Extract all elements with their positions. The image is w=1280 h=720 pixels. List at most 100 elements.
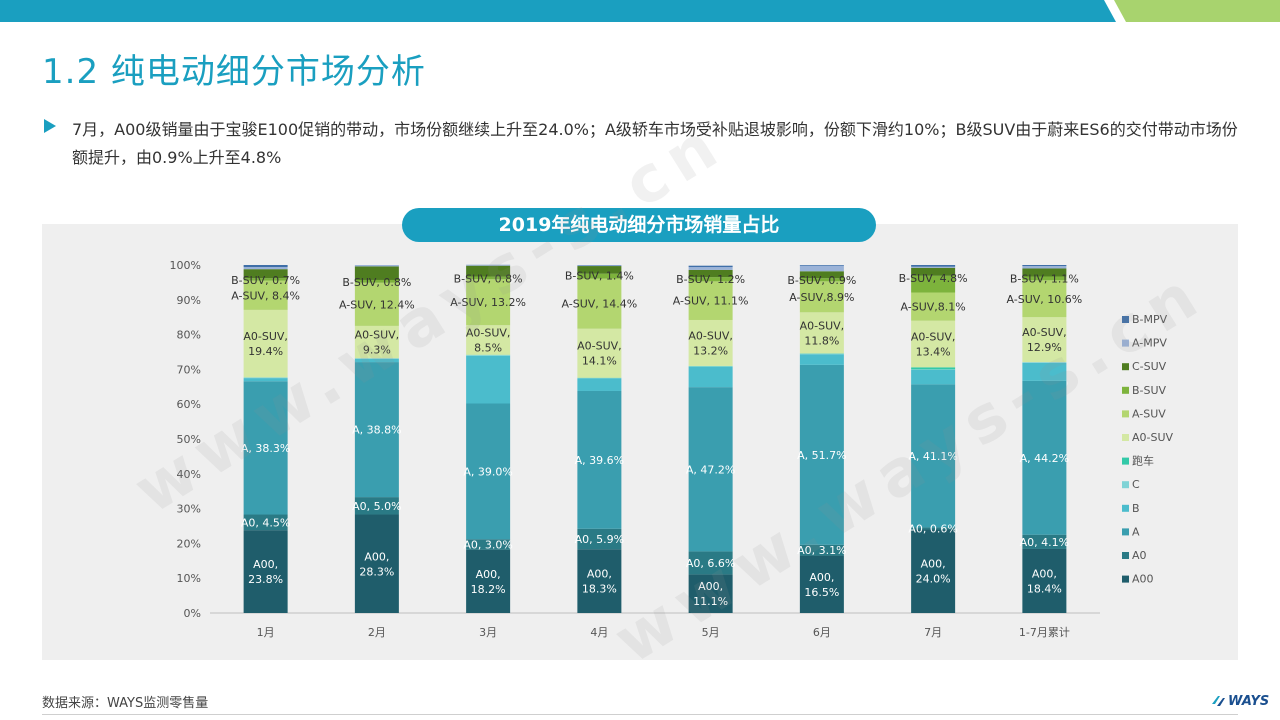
bar-segment xyxy=(1022,362,1067,363)
bar-segment xyxy=(1022,534,1067,549)
legend-swatch xyxy=(1122,481,1129,489)
data-label: B-SUV, 1.4% xyxy=(565,270,634,283)
bar-segment xyxy=(354,282,399,326)
bar-segment xyxy=(354,358,399,363)
data-label: A0-SUV, xyxy=(1022,326,1067,339)
bar-segment xyxy=(354,279,399,283)
y-tick-label: 0% xyxy=(184,607,201,620)
bar-segment xyxy=(466,403,511,540)
bar-segment xyxy=(688,551,733,575)
bar-segment xyxy=(688,269,733,278)
bar-segment xyxy=(243,309,288,378)
legend-swatch xyxy=(1122,457,1129,465)
y-tick-label: 50% xyxy=(177,433,201,446)
data-label: A0-SUV, xyxy=(577,340,622,353)
bar-segment xyxy=(911,529,956,613)
legend-label: B-MPV xyxy=(1132,313,1168,326)
x-tick-label: 1-7月累计 xyxy=(1019,626,1070,639)
data-label: A0-SUV, xyxy=(243,330,288,343)
x-tick-label: 4月 xyxy=(590,626,608,639)
data-label: B-SUV, 0.8% xyxy=(342,276,411,289)
data-label: 13.2% xyxy=(693,344,728,357)
data-label: A00, xyxy=(698,580,723,593)
bar-segment xyxy=(799,281,844,313)
data-label: A00, xyxy=(921,558,946,571)
data-label: A-SUV, 12.4% xyxy=(339,298,415,311)
y-tick-label: 20% xyxy=(177,537,201,550)
x-tick-label: 6月 xyxy=(813,626,831,639)
data-label: A00, xyxy=(253,558,278,571)
bar-segment xyxy=(688,366,733,388)
y-tick-label: 30% xyxy=(177,503,201,516)
data-label: A0, 3.1% xyxy=(797,544,846,557)
bar-segment xyxy=(577,549,622,613)
data-label: A00, xyxy=(364,550,389,563)
bar-segment xyxy=(354,362,399,498)
data-label: A0, 5.0% xyxy=(352,500,401,513)
data-label: A, 38.8% xyxy=(352,424,401,437)
data-label: A0, 3.0% xyxy=(463,538,512,551)
legend-label: A-MPV xyxy=(1132,337,1167,350)
data-label: A00, xyxy=(809,571,834,584)
x-tick-label: 3月 xyxy=(479,626,497,639)
legend-label: B-SUV xyxy=(1132,384,1167,397)
bar-segment xyxy=(243,265,288,268)
bar-segment xyxy=(688,366,733,367)
y-tick-label: 10% xyxy=(177,572,201,585)
data-label: B-SUV, 0.7% xyxy=(231,274,300,287)
data-label: A-SUV, 11.1% xyxy=(673,295,749,308)
x-tick-label: 5月 xyxy=(702,626,720,639)
bar-segment xyxy=(354,514,399,613)
legend-swatch xyxy=(1122,434,1129,441)
bar-segment xyxy=(243,269,288,279)
legend-swatch xyxy=(1122,504,1129,512)
y-tick-label: 40% xyxy=(177,468,201,481)
data-label: 28.3% xyxy=(359,565,394,578)
summary-text: 7月，A00级销量由于宝骏E100促销的带动，市场份额继续上升至24.0%；A级… xyxy=(72,120,1238,167)
bar-segment xyxy=(466,276,511,280)
bar-segment xyxy=(799,353,844,355)
bar-segment xyxy=(243,267,288,270)
bar-segment xyxy=(1022,280,1067,318)
data-label: A00, xyxy=(476,568,501,581)
bar-segment xyxy=(911,527,956,530)
bar-segment xyxy=(688,387,733,552)
data-label: A-SUV,8.1% xyxy=(900,301,965,314)
data-label: A0-SUV, xyxy=(911,330,956,343)
data-label: A0-SUV, xyxy=(688,329,733,342)
data-label: B-SUV, 0.8% xyxy=(454,272,523,285)
data-label: A-SUV,8.9% xyxy=(789,291,854,304)
bar-segment xyxy=(466,264,511,266)
footer-divider xyxy=(42,714,1238,715)
legend-label: C-SUV xyxy=(1132,360,1167,373)
y-tick-label: 90% xyxy=(177,294,201,307)
bar-segment xyxy=(1022,380,1067,535)
data-label: A0, 5.9% xyxy=(575,533,624,546)
bar-segment xyxy=(688,267,733,270)
legend-swatch xyxy=(1122,316,1129,323)
legend-swatch xyxy=(1122,410,1129,418)
data-label: 11.8% xyxy=(804,334,839,347)
top-accent-bar xyxy=(0,0,1280,22)
bar-segment xyxy=(911,266,956,268)
page-title: 1.2 纯电动细分市场分析 xyxy=(42,52,426,92)
bar-segment xyxy=(466,549,511,613)
bar-segment xyxy=(466,355,511,356)
data-label: 23.8% xyxy=(248,573,283,586)
logo-text: WAYS xyxy=(1228,694,1270,709)
bar-segment xyxy=(1022,362,1067,381)
bar-segment xyxy=(243,381,288,515)
bar-segment xyxy=(243,278,288,281)
data-label: A0, 4.5% xyxy=(241,516,290,529)
bar-segment xyxy=(911,275,956,293)
x-tick-label: 2月 xyxy=(368,626,386,639)
legend-label: A0-SUV xyxy=(1132,431,1174,444)
legend-swatch xyxy=(1122,339,1129,347)
bar-segment xyxy=(577,378,622,391)
bar-segment xyxy=(466,539,511,550)
data-label: 18.3% xyxy=(582,583,617,596)
bar-segment xyxy=(911,292,956,321)
bar-segment xyxy=(1022,276,1067,281)
data-label: B-SUV, 4.8% xyxy=(899,272,968,285)
bar-segment xyxy=(577,390,622,529)
